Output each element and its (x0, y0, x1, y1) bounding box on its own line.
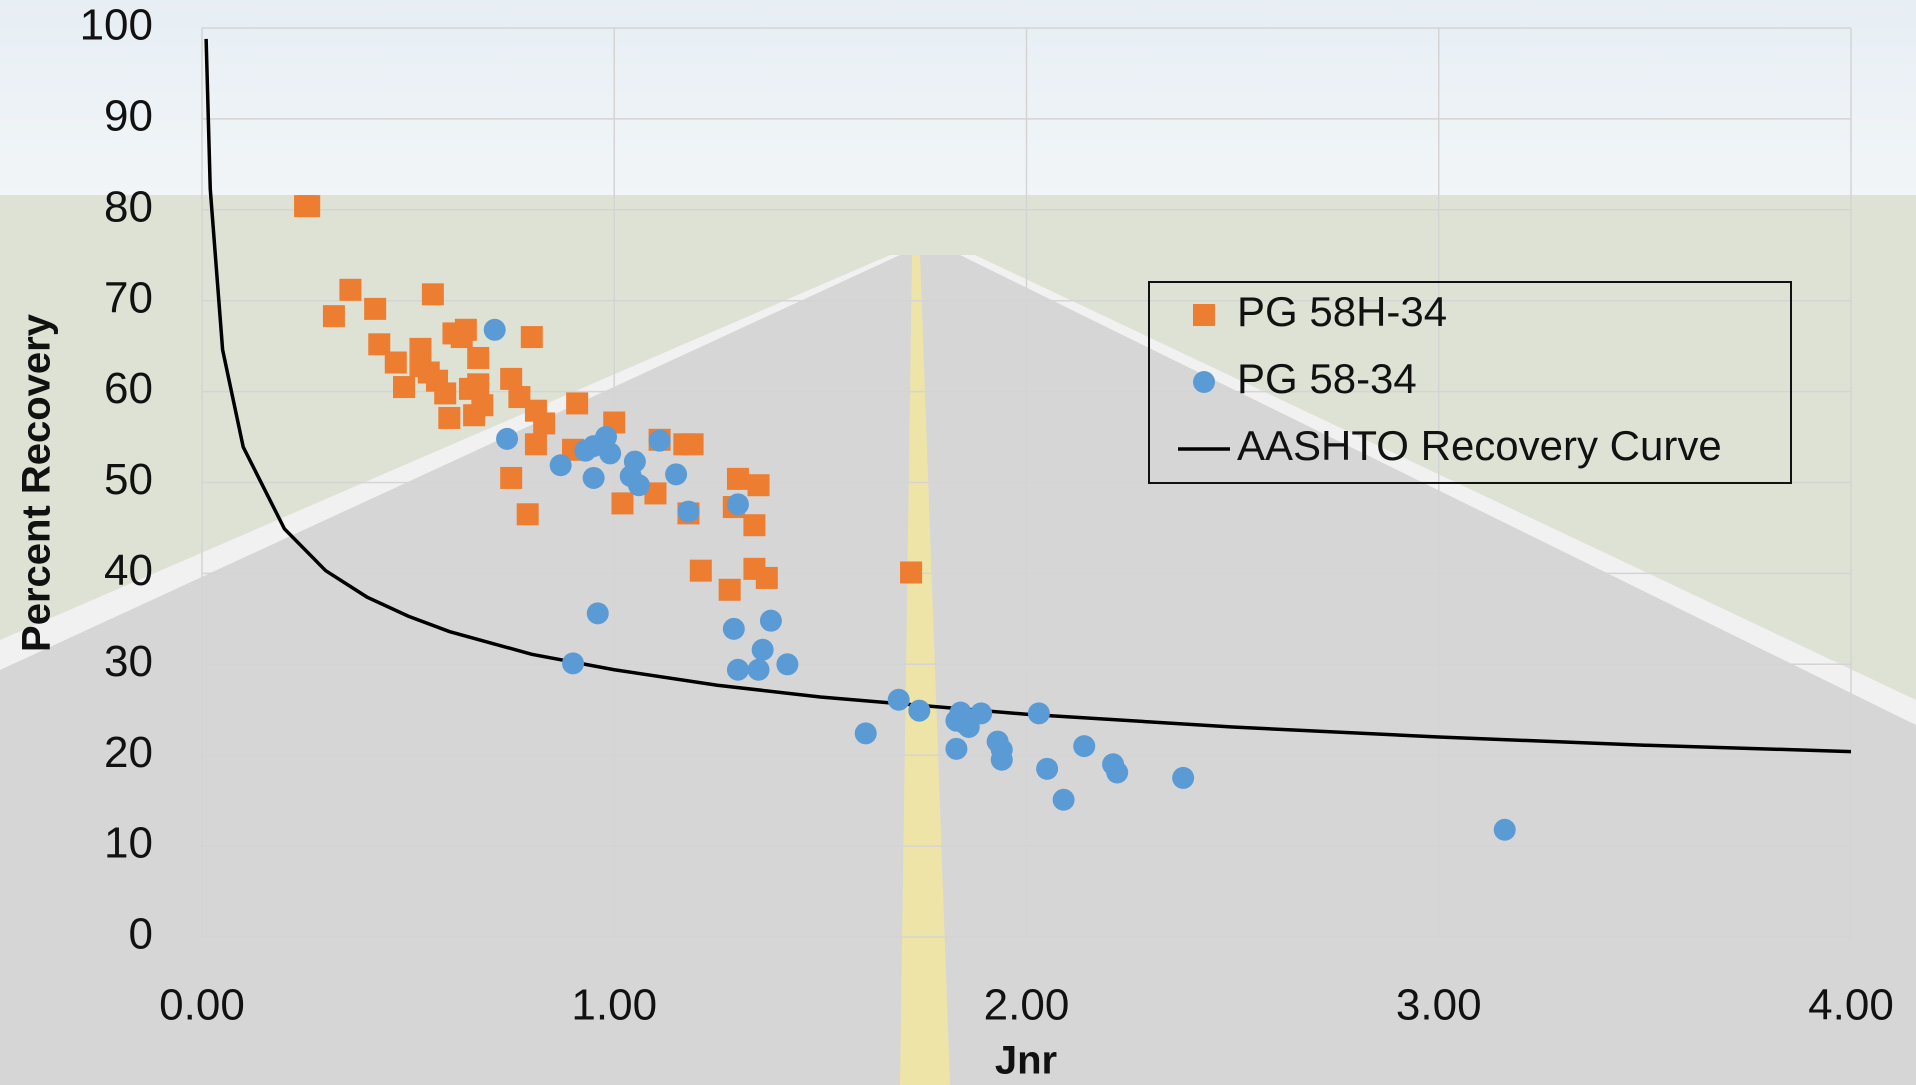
circle-point (991, 749, 1013, 771)
circle-point (908, 700, 930, 722)
y-tick-label: 50 (104, 455, 153, 504)
square-point (455, 319, 477, 341)
y-tick-label: 20 (104, 728, 153, 777)
y-tick-label: 60 (104, 364, 153, 413)
square-point (727, 468, 749, 490)
y-tick-label: 70 (104, 273, 153, 322)
circle-point (562, 652, 584, 674)
square-point (517, 503, 539, 525)
circle-point (484, 319, 506, 341)
circle-point (723, 618, 745, 640)
y-tick-label: 0 (129, 910, 153, 959)
square-point (566, 392, 588, 414)
y-tick-label: 80 (104, 182, 153, 231)
circle-point (1073, 735, 1095, 757)
circle-point (748, 659, 770, 681)
circle-point (855, 722, 877, 744)
square-point (467, 373, 489, 395)
legend-label: PG 58H-34 (1237, 288, 1447, 335)
legend-label: PG 58-34 (1237, 355, 1417, 402)
circle-point (628, 474, 650, 496)
circle-point (760, 610, 782, 632)
square-point (438, 407, 460, 429)
circle-point (1053, 789, 1075, 811)
circle-point (550, 454, 572, 476)
x-tick-label: 3.00 (1396, 981, 1482, 1030)
circle-point (677, 501, 699, 523)
circle-point (587, 602, 609, 624)
legend-marker (1193, 304, 1215, 326)
circle-point (649, 430, 671, 452)
circle-point (574, 440, 596, 462)
y-tick-label: 30 (104, 637, 153, 686)
circle-point (945, 738, 967, 760)
square-point (393, 376, 415, 398)
y-tick-label: 10 (104, 819, 153, 868)
y-tick-label: 90 (104, 92, 153, 141)
circle-point (496, 428, 518, 450)
legend-marker (1193, 371, 1215, 393)
square-point (533, 412, 555, 434)
y-tick-label: 100 (80, 1, 153, 50)
circle-point (776, 653, 798, 675)
legend-label: AASHTO Recovery Curve (1237, 422, 1722, 469)
square-point (743, 514, 765, 536)
background-photo (0, 0, 1916, 1085)
square-point (339, 279, 361, 301)
x-tick-label: 2.00 (984, 981, 1070, 1030)
circle-point (727, 493, 749, 515)
square-point (521, 326, 543, 348)
square-point (900, 561, 922, 583)
x-tick-label: 0.00 (159, 981, 245, 1030)
square-point (682, 433, 704, 455)
circle-point (752, 639, 774, 661)
circle-point (1172, 767, 1194, 789)
square-point (690, 560, 712, 582)
square-point (364, 298, 386, 320)
circle-point (888, 689, 910, 711)
square-point (525, 433, 547, 455)
circle-point (599, 442, 621, 464)
circle-point (583, 467, 605, 489)
circle-point (665, 463, 687, 485)
circle-point (1106, 761, 1128, 783)
x-axis-title: Jnr (995, 1039, 1057, 1083)
square-point (471, 394, 493, 416)
square-point (748, 474, 770, 496)
circle-point (1036, 758, 1058, 780)
square-point (611, 492, 633, 514)
square-point (298, 195, 320, 217)
square-point (500, 467, 522, 489)
square-point (467, 347, 489, 369)
square-point (756, 567, 778, 589)
y-tick-label: 40 (104, 546, 153, 595)
x-tick-label: 4.00 (1808, 981, 1894, 1030)
square-point (434, 382, 456, 404)
circle-point (727, 659, 749, 681)
square-point (385, 352, 407, 374)
square-point (422, 283, 444, 305)
square-point (323, 305, 345, 327)
x-tick-label: 1.00 (571, 981, 657, 1030)
circle-point (970, 702, 992, 724)
square-point (719, 579, 741, 601)
circle-point (1028, 702, 1050, 724)
y-axis-title: Percent Recovery (15, 313, 59, 652)
circle-point (1494, 819, 1516, 841)
chart: Jnr Percent Recovery PG 58H-34 PG 58-34 AA… (0, 0, 1916, 1085)
